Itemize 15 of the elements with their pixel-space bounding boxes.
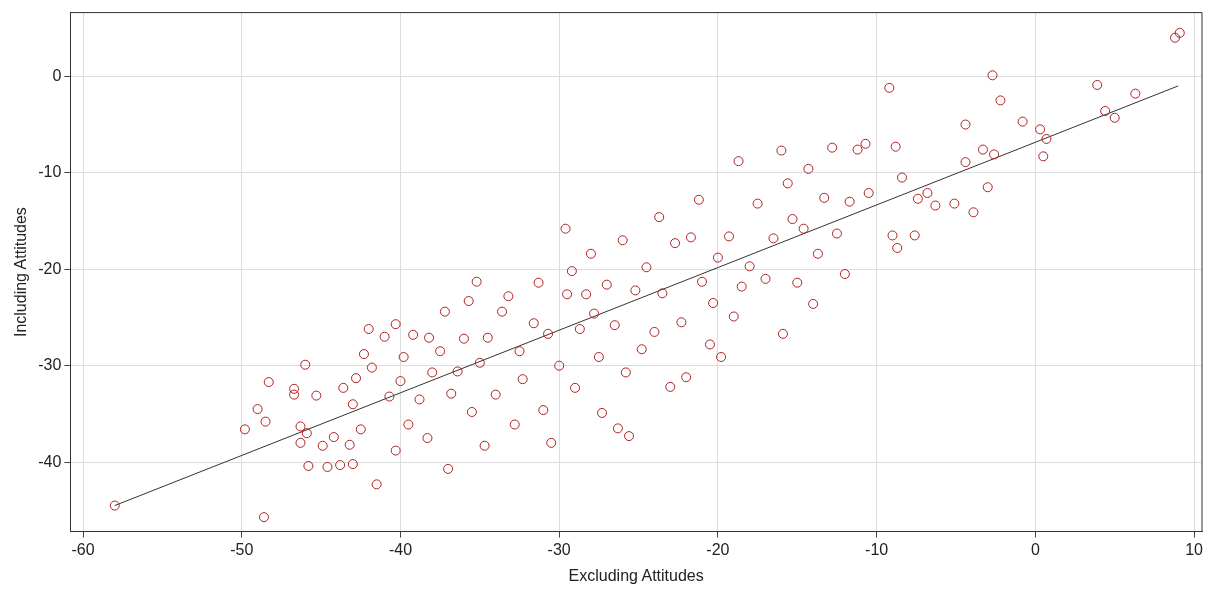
y-tick-label: -30 — [38, 356, 62, 374]
x-tick-label: -60 — [71, 540, 95, 558]
x-tick-label: -10 — [865, 540, 889, 558]
x-tick-label: 10 — [1185, 540, 1204, 558]
x-tick-label: -40 — [388, 540, 413, 558]
x-tick-label: -50 — [230, 540, 254, 558]
y-axis-title: Including Attitudes — [12, 207, 30, 338]
x-tick-label: -20 — [706, 540, 730, 558]
y-tick-label: -10 — [38, 163, 62, 181]
x-axis-title: Excluding Attitudes — [568, 566, 704, 584]
x-tick-label: 0 — [1030, 540, 1040, 558]
y-tick-label: -20 — [38, 259, 62, 277]
y-tick-label: 0 — [52, 66, 62, 84]
y-tick-label: -40 — [38, 452, 62, 470]
x-tick-label: -30 — [547, 540, 571, 558]
